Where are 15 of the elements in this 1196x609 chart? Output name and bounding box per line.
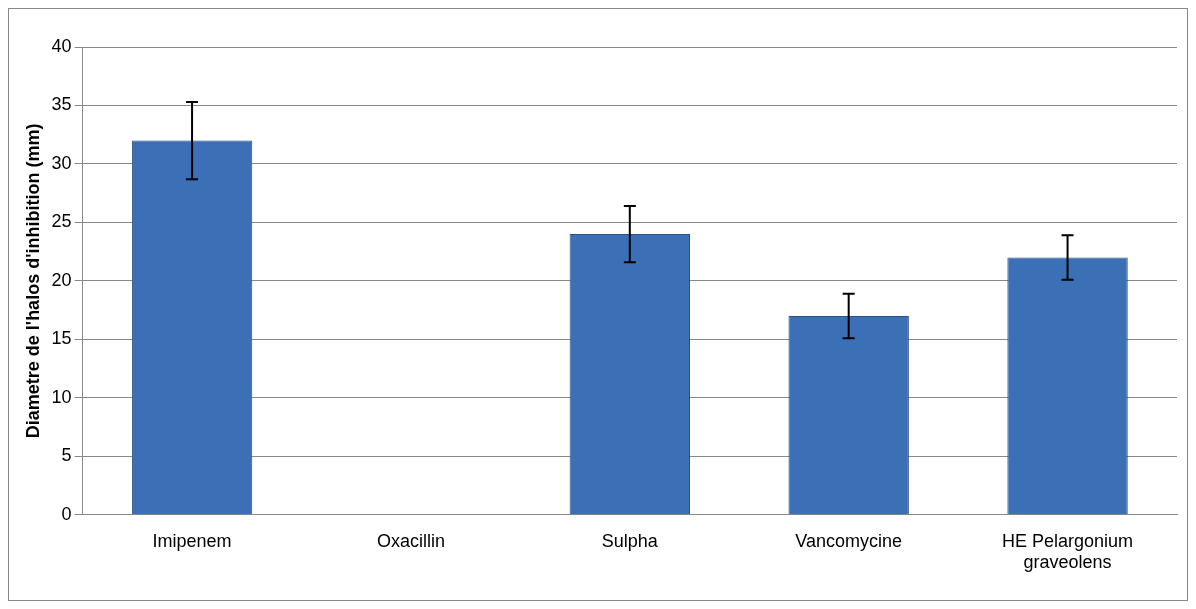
y-tick-label: 20 bbox=[51, 269, 72, 290]
x-tick-label: HE Pelargonium graveolens bbox=[1002, 530, 1134, 573]
x-tick-label: Imipenem bbox=[152, 530, 232, 551]
x-tick-label: Vancomycine bbox=[795, 530, 903, 551]
y-tick-label: 15 bbox=[51, 328, 72, 349]
y-axis-title: Diametre de l'halos d'inhibition (mm) bbox=[22, 123, 43, 439]
y-tick-label: 35 bbox=[51, 94, 72, 115]
y-tick-label: 5 bbox=[61, 445, 72, 466]
y-tick-label: 25 bbox=[51, 211, 72, 232]
y-tick-label: 0 bbox=[61, 503, 72, 524]
x-tick-label: Sulpha bbox=[601, 530, 659, 551]
x-tick-label: Oxacillin bbox=[376, 530, 445, 551]
y-tick-label: 40 bbox=[51, 35, 72, 56]
y-tick-label: 30 bbox=[51, 152, 72, 173]
y-tick-label: 10 bbox=[51, 386, 72, 407]
